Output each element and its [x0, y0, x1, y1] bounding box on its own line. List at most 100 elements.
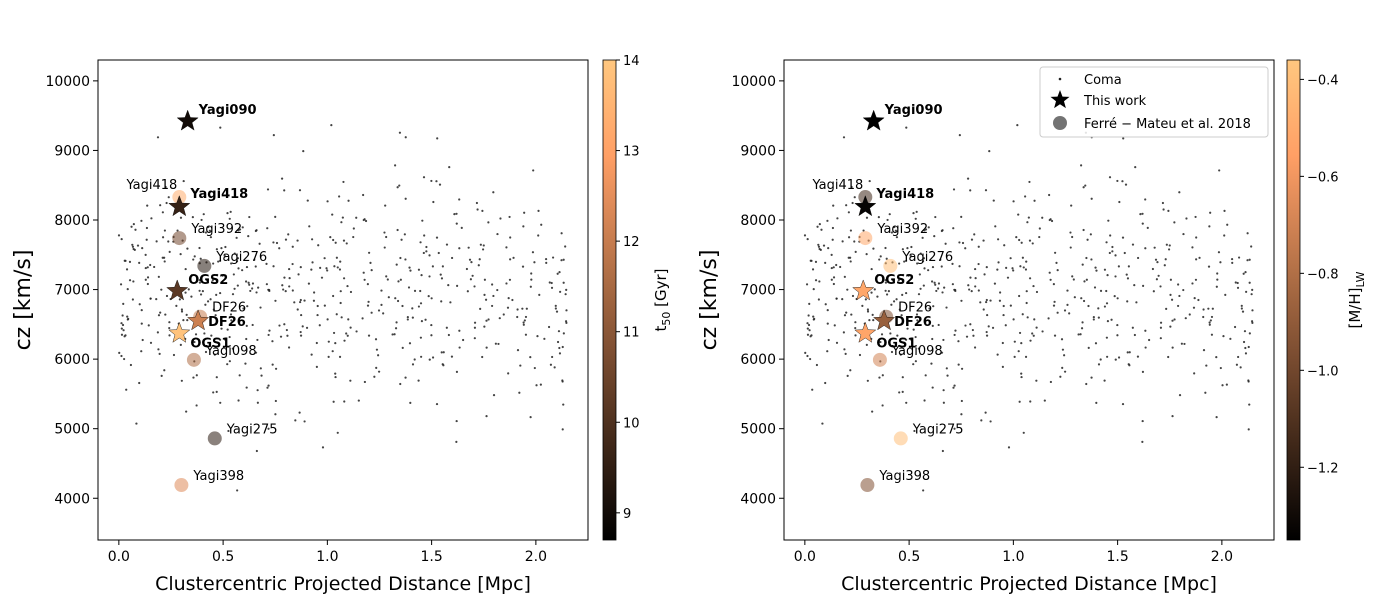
coma-point [1097, 316, 1100, 319]
coma-point [1247, 345, 1250, 349]
coma-point [366, 282, 369, 286]
coma-point [400, 238, 403, 241]
coma-point [310, 268, 313, 271]
ferre-mateu-label: Yagi276 [215, 250, 267, 265]
coma-point [1123, 251, 1126, 255]
coma-point [380, 303, 383, 306]
coma-point [228, 217, 231, 220]
coma-point [898, 391, 901, 394]
coma-point [1126, 351, 1129, 354]
coma-point [561, 345, 564, 349]
coma-point [901, 293, 904, 296]
coma-point [866, 308, 870, 311]
coma-point [1208, 323, 1211, 326]
coma-point [1070, 204, 1073, 207]
coma-point [325, 267, 328, 270]
coma-point [342, 180, 345, 184]
coma-point [265, 262, 268, 265]
coma-point [853, 240, 856, 243]
coma-point [1041, 216, 1044, 219]
coma-point [1105, 336, 1108, 339]
coma-point [1133, 284, 1136, 287]
coma-point [140, 322, 143, 325]
coma-point [377, 309, 381, 312]
coma-point [467, 246, 470, 249]
coma-point [138, 261, 141, 264]
coma-points [117, 123, 568, 492]
coma-point [1165, 243, 1168, 246]
coma-point [267, 427, 270, 430]
coma-point [1025, 260, 1028, 263]
coma-point [326, 318, 329, 321]
coma-point [182, 318, 185, 322]
coma-point [492, 294, 495, 298]
coma-point [1114, 275, 1117, 278]
coma-point [310, 353, 313, 356]
coma-point [847, 211, 850, 214]
coma-point [315, 341, 318, 345]
coma-point [844, 352, 847, 356]
coma-point [1191, 282, 1194, 285]
coma-point [126, 288, 129, 291]
coma-point [985, 300, 988, 304]
x-tick-label: 1.5 [1106, 549, 1128, 565]
coma-point [876, 295, 879, 298]
coma-point [232, 273, 235, 276]
coma-point [119, 283, 123, 286]
coma-point [215, 390, 218, 393]
coma-point [220, 327, 223, 330]
coma-point [1231, 261, 1234, 264]
coma-point [812, 288, 815, 291]
coma-point [827, 338, 830, 342]
coma-point [980, 419, 983, 422]
coma-point [1092, 318, 1095, 321]
coma-point [387, 296, 390, 299]
coma-point [422, 176, 426, 179]
coma-point [1182, 232, 1185, 236]
coma-point [194, 333, 198, 336]
coma-point [865, 216, 869, 219]
colorbar-label-sub: LW [1354, 271, 1367, 287]
coma-point [873, 288, 876, 291]
panel-right: 0.0 0.5 1.0 1.5 2.0 4000 5000 6000 7000 8000 9000 1… [697, 59, 1367, 595]
coma-point [930, 280, 934, 283]
coma-point [1053, 334, 1057, 337]
coma-point [125, 268, 129, 271]
coma-point [323, 304, 326, 307]
coma-point [419, 336, 422, 339]
coma-point [835, 263, 838, 267]
coma-point [1144, 329, 1147, 332]
coma-point [993, 282, 997, 285]
coma-point [564, 293, 567, 296]
coma-point [1191, 246, 1194, 249]
coma-point [163, 229, 166, 232]
coma-point [885, 293, 889, 296]
coma-point [988, 150, 991, 153]
coma-point [299, 298, 302, 302]
coma-point [1155, 278, 1158, 281]
coma-point [338, 355, 342, 358]
y-tick-label: 8000 [740, 213, 776, 229]
colorbar-tick-label: −1.0 [1307, 364, 1339, 379]
coma-point [1246, 259, 1249, 262]
coma-point [1248, 403, 1251, 406]
coma-point [522, 323, 525, 326]
coma-point [458, 198, 461, 201]
coma-point [1222, 335, 1225, 338]
coma-point [383, 246, 386, 249]
coma-point [524, 315, 528, 319]
coma-point [496, 232, 499, 236]
coma-point [909, 338, 913, 341]
coma-point [432, 200, 435, 204]
coma-point [556, 340, 560, 344]
coma-point [984, 189, 988, 192]
coma-point [393, 333, 396, 336]
coma-point [1028, 239, 1032, 242]
coma-point [1085, 278, 1088, 281]
coma-point [1105, 289, 1108, 293]
coma-point [140, 309, 143, 312]
coma-point [361, 317, 364, 320]
coma-point [1083, 280, 1086, 283]
coma-point [284, 290, 287, 293]
coma-point [854, 326, 857, 330]
